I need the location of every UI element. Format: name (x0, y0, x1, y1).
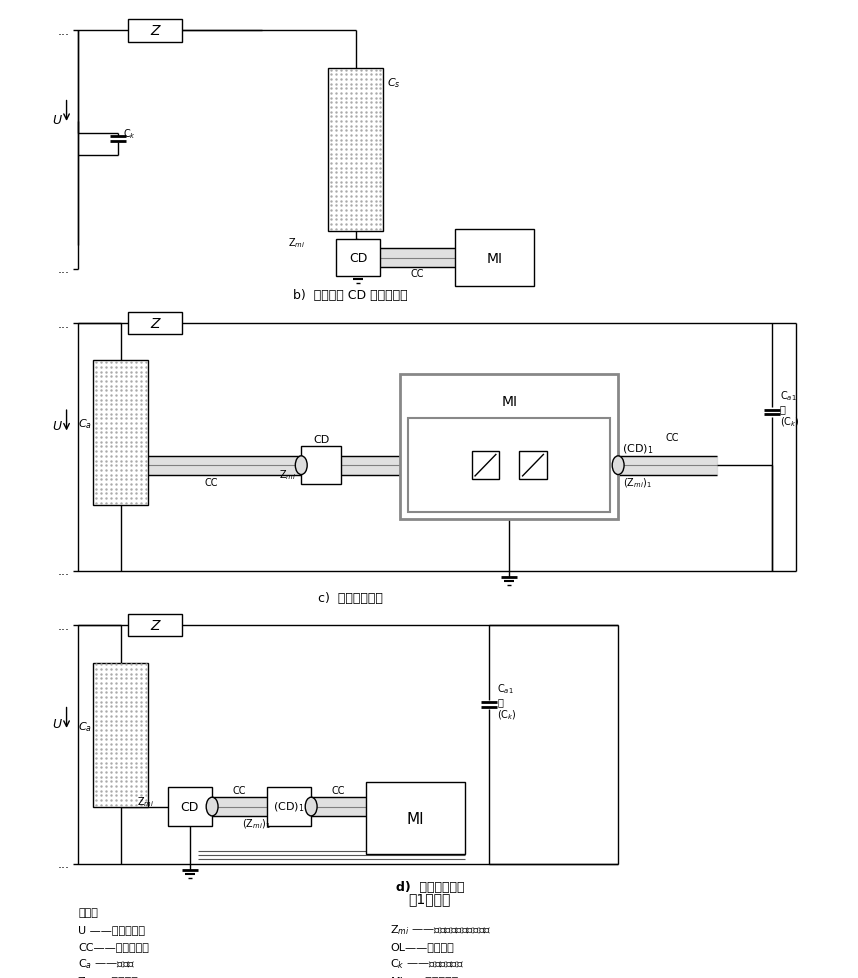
Text: CC: CC (666, 432, 680, 443)
Bar (301, 447, 341, 484)
Text: CC: CC (332, 785, 345, 795)
Bar (472, 452, 499, 480)
Text: 或: 或 (780, 404, 785, 414)
Ellipse shape (613, 457, 624, 475)
Text: 图1（续）: 图1（续） (408, 891, 450, 906)
Bar (401, 376, 618, 520)
Text: (CD)$_1$: (CD)$_1$ (622, 442, 654, 456)
Bar (128, 313, 183, 334)
Text: 或: 或 (498, 696, 503, 706)
Text: CD: CD (181, 800, 199, 814)
Text: (C$_k$): (C$_k$) (498, 707, 517, 721)
Bar (267, 787, 311, 826)
Text: MI——测量仪器。: MI——测量仪器。 (390, 975, 459, 978)
Text: Z: Z (150, 618, 160, 633)
Text: Z: Z (150, 24, 160, 38)
Text: Z$_{mi}$ ——测量系统的输入阻抗；: Z$_{mi}$ ——测量系统的输入阻抗； (390, 922, 492, 936)
Text: ...: ... (57, 858, 69, 870)
Text: MI: MI (486, 251, 502, 265)
Bar (519, 452, 547, 480)
Bar (128, 20, 183, 42)
Text: b)  耦合装置 CD 与试品串联: b) 耦合装置 CD 与试品串联 (293, 289, 408, 302)
Text: MI: MI (501, 394, 517, 408)
Bar (94, 361, 148, 506)
Text: c)  平衡试验回路: c) 平衡试验回路 (318, 591, 384, 604)
Text: CC: CC (204, 477, 218, 487)
Text: U ——高压电源；: U ——高压电源； (78, 924, 146, 934)
Text: Z ——滤波器；: Z ——滤波器； (78, 975, 138, 978)
Text: CD: CD (313, 434, 329, 445)
Text: 说明：: 说明： (78, 908, 99, 917)
Ellipse shape (305, 797, 317, 816)
Ellipse shape (295, 457, 307, 475)
Text: ...: ... (57, 263, 69, 276)
Text: C$_a$: C$_a$ (78, 418, 93, 431)
Text: C$_{a1}$: C$_{a1}$ (498, 682, 514, 695)
Text: ...: ... (57, 24, 69, 38)
Text: U: U (52, 113, 61, 126)
Bar (408, 419, 610, 512)
Text: (Z$_{mi}$)$_1$: (Z$_{mi}$)$_1$ (242, 817, 271, 830)
Text: C$_{a1}$: C$_{a1}$ (780, 388, 796, 403)
Text: (Z$_{mi}$)$_1$: (Z$_{mi}$)$_1$ (624, 475, 652, 489)
Text: C$_a$: C$_a$ (78, 719, 93, 733)
Text: U: U (52, 420, 61, 433)
Text: CD: CD (349, 251, 367, 265)
Bar (128, 614, 183, 637)
Text: OL——光连接；: OL——光连接； (390, 941, 454, 951)
Text: ...: ... (57, 619, 69, 632)
Text: Z: Z (150, 317, 160, 331)
Bar (167, 787, 212, 826)
Text: (C$_k$): (C$_k$) (780, 415, 800, 428)
Bar (336, 240, 380, 277)
Text: (CD)$_1$: (CD)$_1$ (273, 800, 305, 814)
Text: CC: CC (233, 785, 246, 795)
Text: C$_a$ ——试品；: C$_a$ ——试品； (78, 956, 136, 969)
Text: MI: MI (407, 811, 424, 825)
Bar (455, 230, 534, 287)
Text: C$_k$ ——耦合电容器；: C$_k$ ——耦合电容器； (390, 956, 464, 969)
Text: C$_k$: C$_k$ (123, 127, 136, 141)
Bar (328, 68, 384, 232)
Text: ...: ... (57, 564, 69, 578)
Text: CC: CC (411, 268, 425, 278)
Text: C$_s$: C$_s$ (388, 75, 402, 90)
Text: CC——连接电缆；: CC——连接电缆； (78, 941, 149, 951)
Text: Z$_{mi}$: Z$_{mi}$ (279, 468, 296, 482)
Ellipse shape (206, 797, 218, 816)
Text: U: U (52, 717, 61, 730)
Bar (366, 782, 465, 855)
Text: ...: ... (57, 317, 69, 331)
Text: Z$_{mi}$: Z$_{mi}$ (137, 794, 154, 808)
Text: d)  极性辨别回路: d) 极性辨别回路 (396, 880, 464, 894)
Text: Z$_{mi}$: Z$_{mi}$ (287, 237, 305, 250)
Bar (94, 663, 148, 808)
